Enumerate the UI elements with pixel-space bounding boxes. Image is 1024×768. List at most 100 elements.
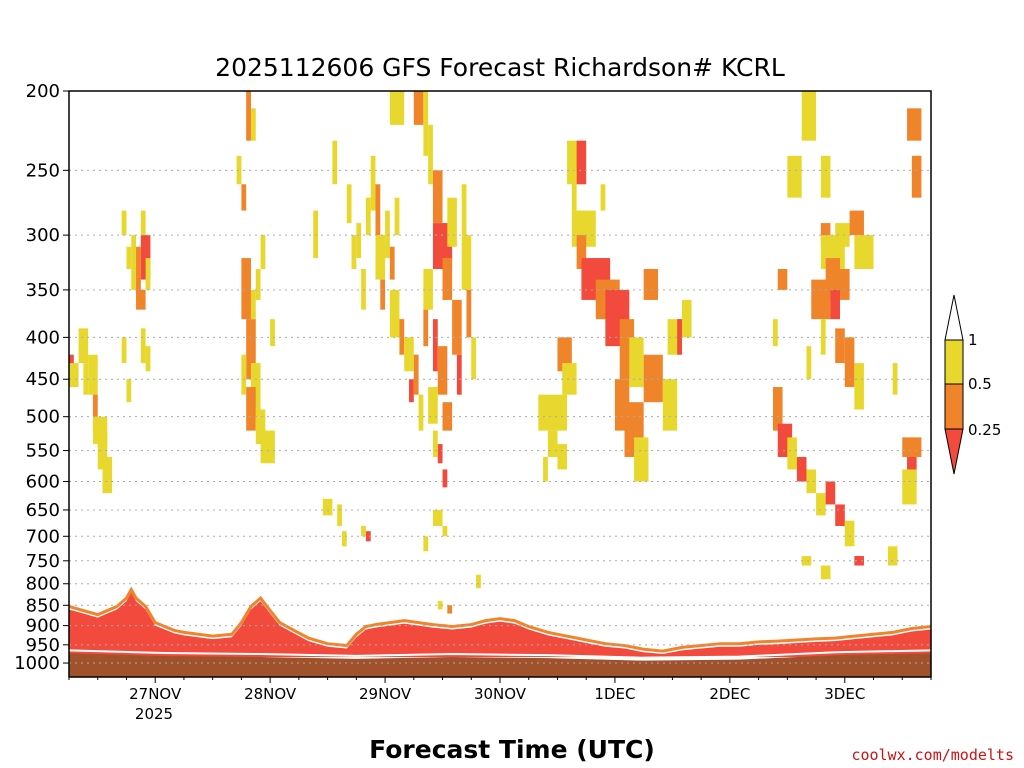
ri-cell xyxy=(270,319,275,347)
year-label: 2025 xyxy=(135,705,173,723)
ri-cell xyxy=(418,394,424,431)
ri-cell xyxy=(236,155,242,185)
ri-cell xyxy=(260,430,275,464)
ri-cell xyxy=(88,354,98,395)
y-tick-label: 300 xyxy=(26,225,60,246)
y-tick-label: 250 xyxy=(26,160,60,181)
ri-cell xyxy=(69,363,79,388)
legend-label-025: 0.25 xyxy=(968,421,1001,439)
ri-cell xyxy=(351,235,357,269)
ri-cell xyxy=(442,258,453,300)
ri-cell xyxy=(461,184,467,236)
ri-cell xyxy=(576,235,587,269)
ri-cell xyxy=(102,456,113,494)
ri-cell xyxy=(476,574,481,589)
ri-cell xyxy=(629,337,644,388)
y-tick-label: 800 xyxy=(26,574,60,595)
ri-cell xyxy=(806,346,812,380)
ri-cell xyxy=(543,456,548,482)
chart-title: 2025112606 GFS Forecast Richardson# KCRL xyxy=(215,53,785,82)
ri-cell xyxy=(844,520,855,547)
ri-cell xyxy=(806,469,817,494)
x-axis-label: Forecast Time (UTC) xyxy=(369,735,655,764)
legend-label-05: 0.5 xyxy=(968,375,992,393)
ri-cell xyxy=(255,268,261,300)
x-tick-label: 28NOV xyxy=(244,685,297,703)
ri-cell xyxy=(442,469,448,488)
ri-cell xyxy=(576,140,587,185)
ri-cell xyxy=(447,605,453,614)
ri-cell xyxy=(777,268,788,290)
boundary-layer-ri xyxy=(69,592,931,657)
ri-cell xyxy=(907,108,922,141)
ri-cell xyxy=(337,504,342,526)
ri-cell xyxy=(322,498,333,516)
ri-cell xyxy=(634,437,649,482)
ri-cell xyxy=(136,289,146,310)
ri-cell xyxy=(801,556,812,566)
ri-cell xyxy=(361,525,366,537)
y-tick-label: 200 xyxy=(26,81,60,102)
ri-cell xyxy=(840,268,850,300)
ri-cell xyxy=(121,337,127,364)
ri-cell xyxy=(145,346,151,372)
ri-cell xyxy=(538,394,568,431)
ri-cell xyxy=(313,210,319,259)
ri-cell xyxy=(437,346,448,395)
ri-cell xyxy=(787,437,797,470)
ri-cell xyxy=(136,246,141,300)
ri-cell xyxy=(437,444,443,464)
x-tick-label: 2DEC xyxy=(709,685,750,703)
ri-cell xyxy=(887,546,898,566)
ri-cell xyxy=(246,387,256,431)
ri-cell xyxy=(447,197,457,247)
ri-cell xyxy=(432,509,443,526)
y-tick-label: 350 xyxy=(26,280,60,301)
ri-cell xyxy=(662,379,678,431)
ri-cell xyxy=(796,456,807,482)
y-tick-label: 900 xyxy=(26,616,60,637)
ri-cell xyxy=(835,504,845,526)
ri-cell xyxy=(772,387,783,431)
ri-cell xyxy=(131,235,137,290)
ri-cell xyxy=(432,170,443,224)
ri-cell xyxy=(643,268,659,300)
ri-cell xyxy=(375,184,381,236)
y-tick-label: 550 xyxy=(26,441,60,462)
ri-cell xyxy=(356,223,362,259)
ri-cell xyxy=(571,170,577,211)
ri-cell xyxy=(820,155,831,198)
ground-fill xyxy=(69,653,931,677)
ri-cell xyxy=(241,354,247,395)
legend-arrow-bottom xyxy=(944,428,964,475)
y-tick-label: 1000 xyxy=(14,653,60,674)
ri-cell xyxy=(389,289,400,338)
ri-cells-layer xyxy=(69,91,922,614)
ri-cell xyxy=(547,430,558,457)
ri-cell xyxy=(365,531,371,542)
y-tick-label: 750 xyxy=(26,551,60,572)
ri-cell xyxy=(341,531,347,547)
x-tick-label: 3DEC xyxy=(824,685,865,703)
ri-cell xyxy=(461,235,472,290)
ri-cell xyxy=(562,363,577,395)
ri-cell xyxy=(854,235,874,269)
ri-cell xyxy=(423,536,429,552)
ri-cell xyxy=(428,124,433,185)
ri-cell xyxy=(260,235,266,269)
ri-cell xyxy=(246,319,256,380)
ri-cell xyxy=(892,363,898,395)
ri-cell xyxy=(452,299,462,355)
y-tick-label: 400 xyxy=(26,327,60,348)
y-tick-label: 650 xyxy=(26,500,60,521)
ri-cell xyxy=(121,210,127,236)
ri-cell xyxy=(404,337,414,372)
ri-cell xyxy=(140,235,151,280)
ri-cell xyxy=(241,184,247,211)
ri-cell xyxy=(241,258,251,320)
y-axis-ticks: 200 250 300 350 400 450 500 550 600 650 700 7508008… xyxy=(14,81,69,674)
boundary-layer-edge xyxy=(68,586,932,653)
ri-cell xyxy=(380,279,386,310)
ri-cell xyxy=(332,140,338,185)
ri-cell xyxy=(820,319,826,355)
